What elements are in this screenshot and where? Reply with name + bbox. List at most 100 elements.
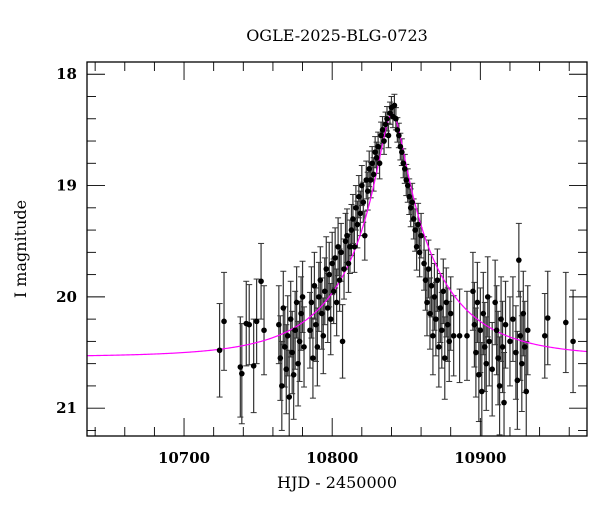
- data-point: [301, 344, 307, 350]
- data-point: [434, 277, 441, 283]
- data-point: [521, 344, 528, 350]
- x-tick-labels: 10700 10800 10900: [158, 449, 506, 467]
- data-point: [496, 383, 503, 389]
- data-point: [221, 318, 227, 325]
- data-point: [261, 327, 267, 334]
- data-point: [498, 316, 504, 322]
- data-point: [292, 327, 298, 334]
- data-point: [356, 193, 362, 200]
- data-point: [441, 355, 448, 361]
- data-point: [319, 310, 325, 317]
- data-point: [412, 227, 418, 233]
- data-point: [544, 315, 551, 321]
- data-point: [403, 177, 410, 183]
- data-point: [280, 305, 287, 311]
- data-point: [519, 360, 525, 367]
- data-point: [418, 232, 424, 239]
- data-point: [391, 102, 398, 109]
- data-point: [464, 333, 470, 339]
- data-point: [283, 366, 290, 373]
- data-point: [296, 338, 303, 345]
- data-point: [431, 294, 438, 300]
- data-point: [394, 127, 401, 133]
- data-point: [502, 321, 509, 328]
- data-point: [284, 333, 291, 339]
- data-point: [424, 299, 430, 306]
- data-point: [332, 255, 338, 261]
- data-point: [366, 166, 373, 172]
- data-point: [495, 355, 501, 361]
- data-point: [369, 160, 375, 167]
- data-point: [385, 132, 392, 139]
- data-point: [287, 316, 294, 322]
- data-point: [427, 310, 433, 317]
- data-point: [477, 327, 484, 334]
- data-point: [501, 399, 507, 406]
- data-point: [281, 344, 288, 350]
- data-point: [253, 318, 260, 325]
- y-tick-label: 18: [56, 65, 77, 83]
- data-point: [363, 177, 370, 183]
- data-point: [324, 305, 331, 311]
- data-point: [447, 310, 454, 317]
- data-point: [344, 232, 350, 239]
- data-point: [326, 271, 333, 278]
- data-point: [372, 149, 378, 155]
- chart-title: OGLE-2025-BLG-0723: [246, 26, 428, 45]
- data-point: [375, 143, 381, 150]
- data-point: [310, 355, 316, 361]
- data-point: [364, 188, 371, 194]
- data-point: [370, 171, 377, 178]
- data-point: [367, 177, 374, 183]
- data-point: [299, 294, 306, 300]
- y-tick-labels: 18 19 20 21: [56, 65, 77, 417]
- data-point: [541, 333, 548, 339]
- data-point: [336, 277, 343, 283]
- data-point: [381, 138, 387, 144]
- data-point: [335, 243, 341, 250]
- data-point: [286, 394, 293, 400]
- data-point: [415, 221, 421, 228]
- x-axis-label: HJD - 2450000: [277, 473, 397, 492]
- y-tick-label: 20: [56, 288, 77, 306]
- data-point: [430, 333, 436, 339]
- data-point: [443, 299, 450, 306]
- data-point: [401, 166, 408, 172]
- data-point: [422, 277, 429, 283]
- data-point: [376, 160, 383, 167]
- data-point: [379, 127, 386, 133]
- data-point: [433, 316, 439, 322]
- data-point: [338, 249, 344, 256]
- data-point: [382, 121, 389, 128]
- data-point: [514, 377, 521, 384]
- data-point: [513, 349, 519, 356]
- data-point: [314, 344, 321, 350]
- data-point: [298, 310, 304, 317]
- data-point: [311, 282, 318, 289]
- x-tick-label: 10700: [158, 449, 210, 467]
- data-point: [486, 338, 493, 345]
- data-point: [378, 132, 384, 139]
- data-point: [396, 132, 402, 139]
- data-points: [216, 102, 576, 406]
- model-curve: [86, 113, 588, 357]
- data-point: [516, 257, 522, 263]
- data-point: [351, 243, 358, 250]
- data-point: [397, 143, 404, 150]
- data-point: [276, 321, 282, 328]
- data-point: [413, 243, 420, 250]
- data-point: [216, 347, 223, 354]
- data-point: [323, 266, 330, 272]
- data-point: [421, 260, 427, 267]
- data-point: [436, 344, 442, 350]
- data-point: [439, 327, 445, 334]
- data-point: [425, 266, 432, 272]
- data-point: [357, 210, 364, 217]
- data-point: [524, 327, 531, 334]
- data-point: [290, 371, 297, 378]
- data-point: [483, 360, 490, 367]
- data-point: [359, 182, 365, 189]
- data-point: [479, 388, 485, 395]
- data-point: [406, 193, 413, 200]
- data-point: [316, 294, 322, 300]
